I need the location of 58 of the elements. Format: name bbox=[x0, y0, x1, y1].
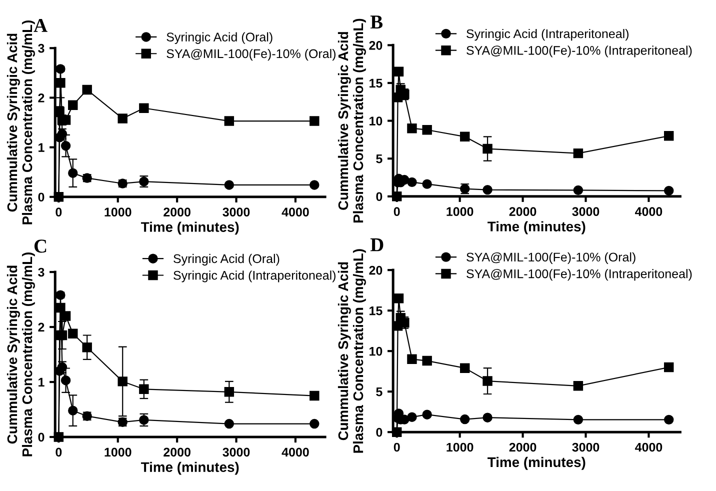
x-tick-label: 1000 bbox=[446, 442, 474, 452]
x-tick-label: 0 bbox=[394, 442, 400, 452]
x-tick-label: 4000 bbox=[635, 207, 662, 216]
x-tick-label: 4000 bbox=[282, 208, 309, 216]
y-tick-label: 0 bbox=[376, 428, 382, 437]
y-tick-label: 1 bbox=[38, 378, 44, 387]
y-tick-label: 5 bbox=[376, 388, 382, 396]
legend-label: SYA@MIL-100(Fe)-10% (Intraperitoneal) bbox=[466, 46, 692, 58]
x-tick-label: 4000 bbox=[635, 442, 662, 452]
legend-label: SYA@MIL-100(Fe)-10% (Oral) bbox=[466, 252, 636, 264]
x-tick-label: 0 bbox=[394, 207, 400, 216]
y-axis-title: Cummulative Syringic Acid Plasma Concentration (mg/mL) bbox=[6, 20, 35, 224]
y-tick-label: 15 bbox=[370, 78, 382, 88]
y-tick-label: 1 bbox=[38, 143, 44, 152]
y-axis-title: Cummulative Syringic Acid Plasma Concentration (mg/mL) bbox=[338, 18, 366, 222]
y-tick-label: 0 bbox=[38, 432, 44, 442]
y-tick-label: 3 bbox=[38, 268, 44, 277]
y-tick-label: 10 bbox=[370, 116, 382, 126]
y-tick-label: 5 bbox=[376, 154, 382, 164]
x-tick-label: 3000 bbox=[572, 442, 600, 452]
legend-label: Syringic Acid (Oral) bbox=[174, 254, 280, 266]
y-tick-label: 2 bbox=[38, 322, 44, 332]
x-tick-label: 2000 bbox=[164, 208, 190, 216]
legend-label: SYA@MIL-100(Fe)-10% (Oral) bbox=[166, 48, 336, 61]
x-tick-label: 2000 bbox=[509, 442, 536, 452]
x-tick-label: 1000 bbox=[104, 208, 132, 216]
legend-label: Syringic Acid (Oral) bbox=[166, 32, 272, 44]
x-tick-label: 2000 bbox=[509, 207, 536, 216]
x-axis-title: Time (minutes) bbox=[140, 462, 239, 475]
x-tick-label: 3000 bbox=[572, 207, 600, 216]
x-tick-label: 4000 bbox=[282, 448, 309, 457]
y-tick-label: 10 bbox=[370, 346, 382, 356]
chart-title: C bbox=[34, 240, 46, 253]
x-axis-title: Time (minutes) bbox=[140, 222, 239, 235]
x-tick-label: 2000 bbox=[164, 448, 190, 457]
x-axis-title: Time (minutes) bbox=[488, 221, 586, 234]
x-tick-label: 1000 bbox=[104, 448, 132, 457]
chart-title: B bbox=[370, 16, 383, 28]
y-tick-label: 0 bbox=[38, 192, 44, 202]
y-axis-title: Cummulative Syringic Acid Plasma Concentration (mg/mL) bbox=[338, 249, 366, 453]
y-tick-label: 20 bbox=[369, 40, 382, 50]
legend-label: Syringic Acid (Intraperitoneal) bbox=[174, 270, 336, 282]
x-axis-title: Time (minutes) bbox=[488, 456, 586, 470]
chart-title: D bbox=[370, 238, 384, 252]
legend-label: SYA@MIL-100(Fe)-10% (Intraperitoneal) bbox=[466, 269, 692, 281]
y-tick-label: 2 bbox=[38, 94, 44, 102]
y-axis-title: Cummulative Syringic Acid Plasma Concentration (mg/mL) bbox=[6, 252, 35, 456]
y-tick-label: 3 bbox=[38, 44, 44, 53]
chart-title: A bbox=[34, 19, 48, 32]
y-tick-label: 0 bbox=[376, 192, 382, 202]
y-tick-label: 15 bbox=[370, 306, 382, 316]
x-tick-label: 3000 bbox=[222, 448, 250, 457]
legend-label: Syringic Acid (Intraperitoneal) bbox=[466, 29, 628, 41]
x-tick-label: 0 bbox=[56, 448, 62, 457]
x-tick-label: 3000 bbox=[222, 208, 250, 217]
x-tick-label: 0 bbox=[56, 208, 62, 216]
y-tick-label: 20 bbox=[369, 266, 382, 275]
x-tick-label: 1000 bbox=[446, 207, 474, 216]
